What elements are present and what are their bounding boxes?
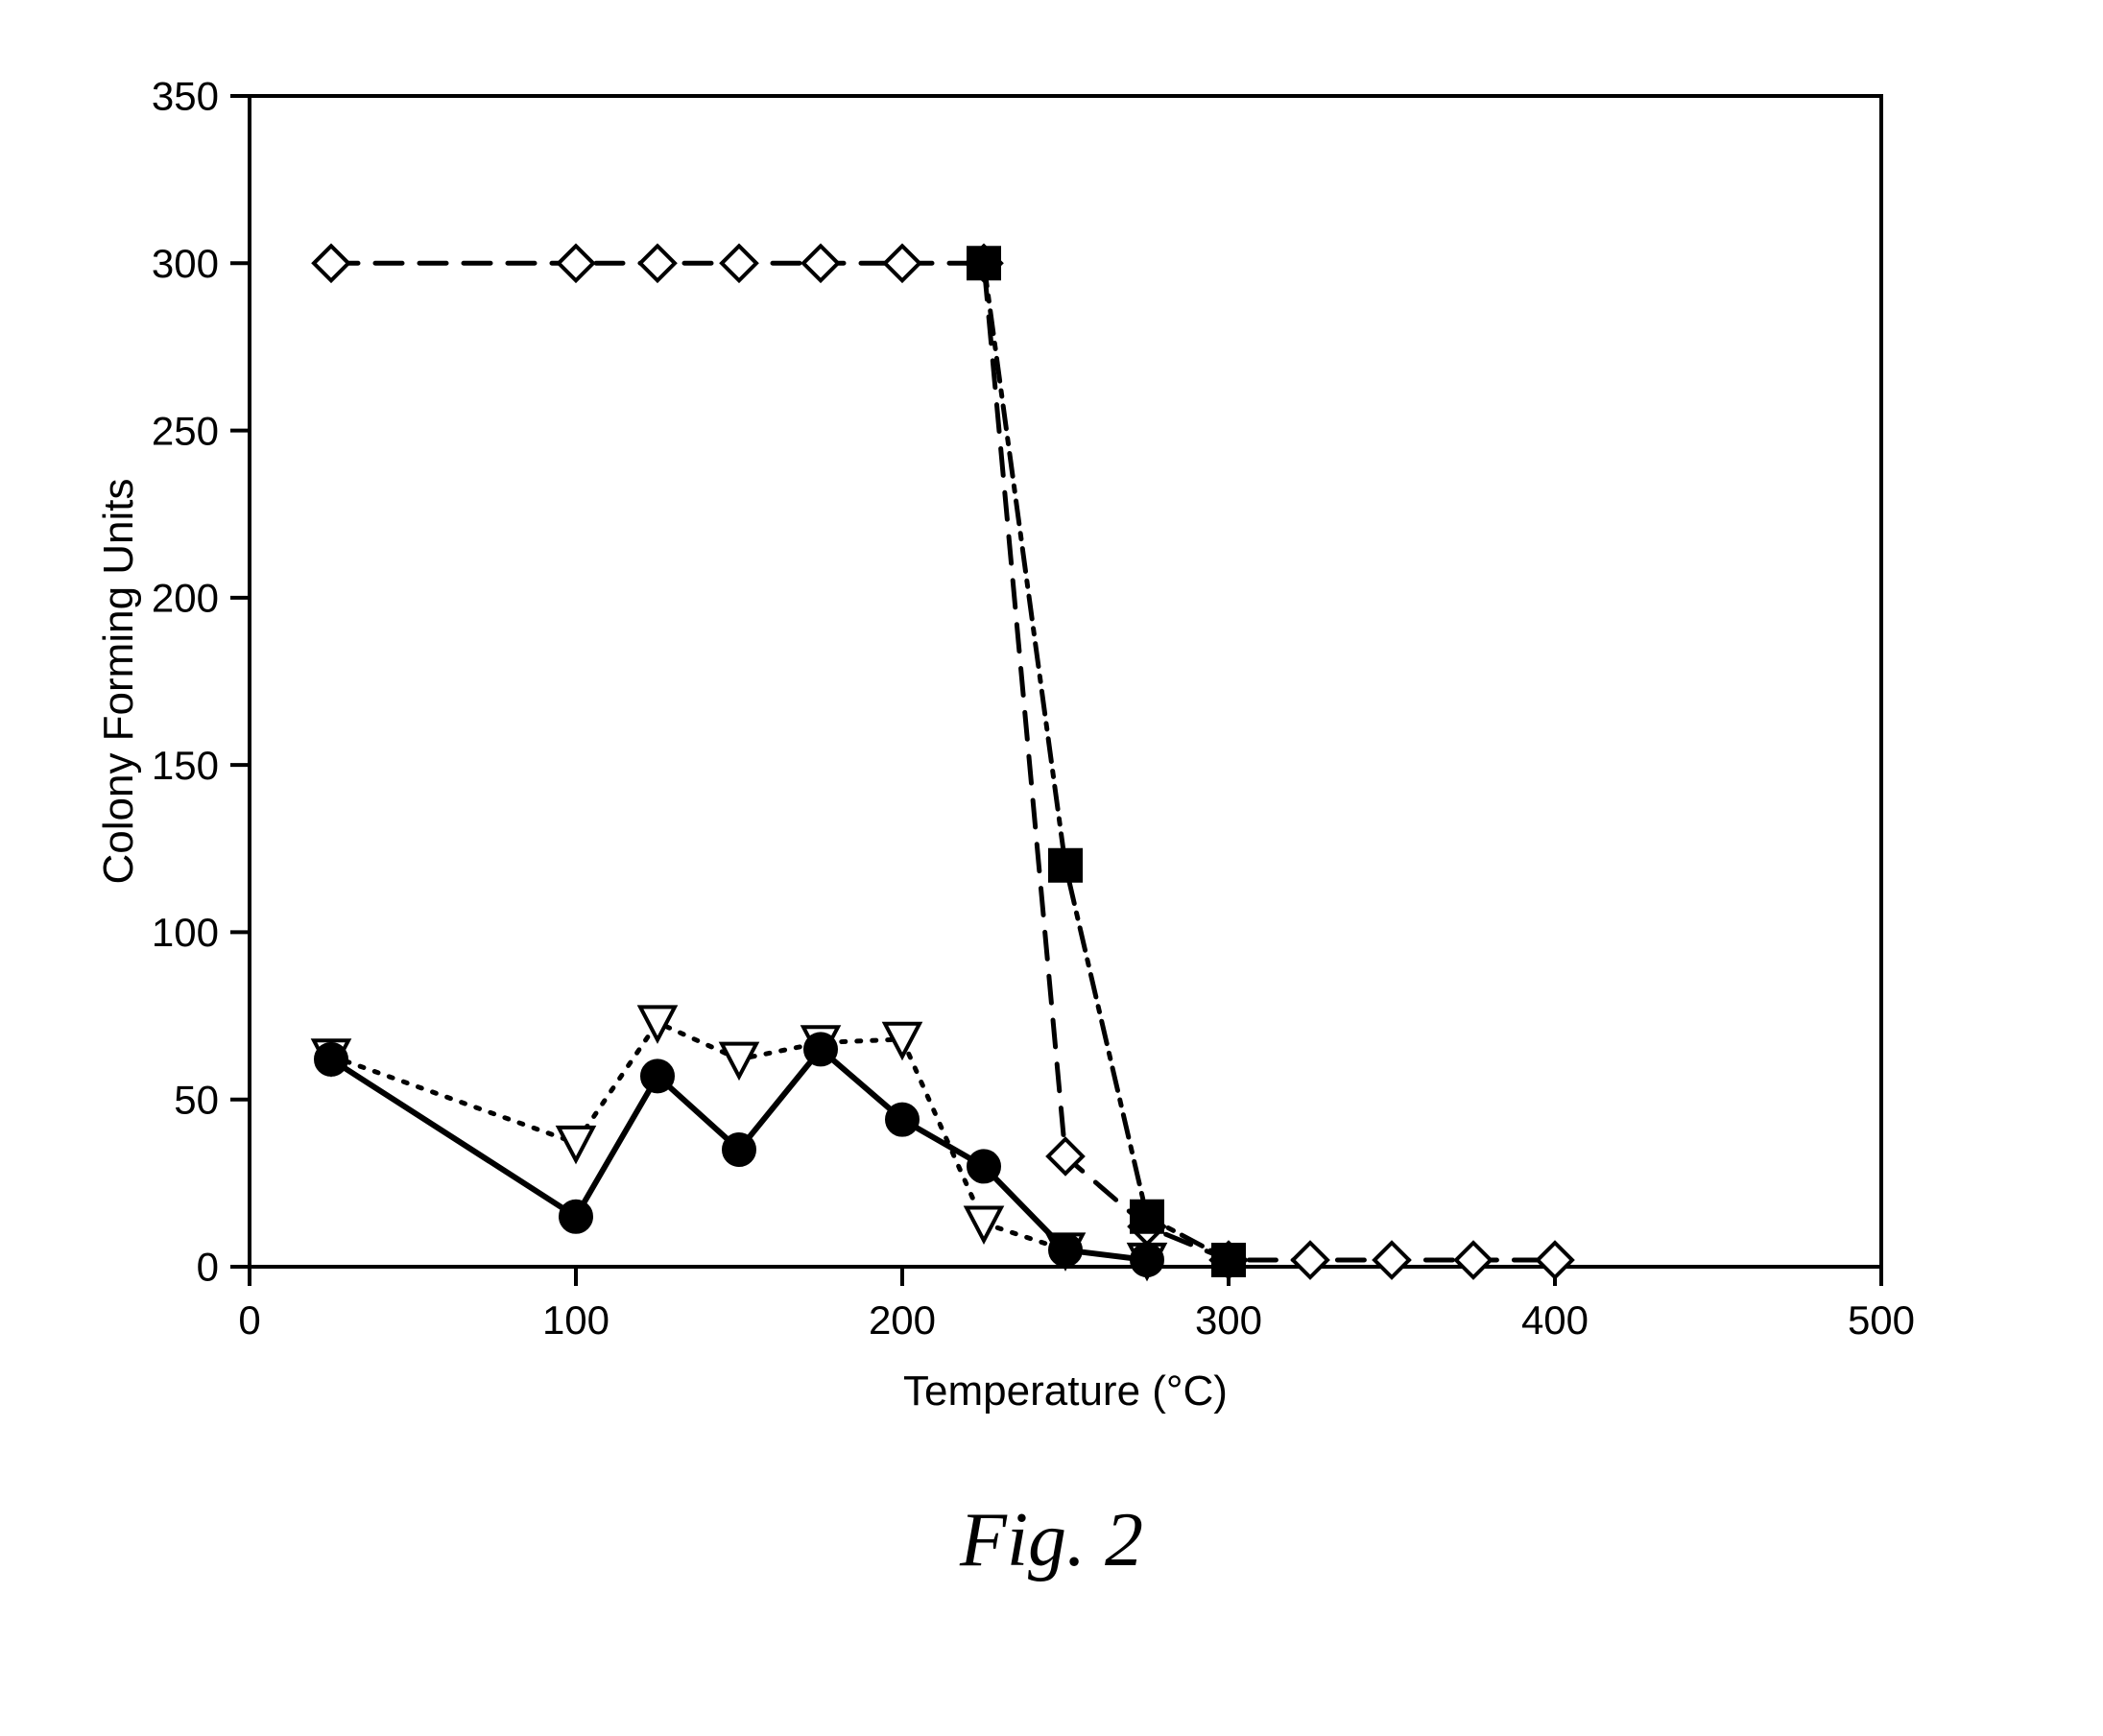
x-tick-label: 200 [869,1297,936,1343]
y-tick-label: 250 [152,408,219,453]
x-tick-label: 400 [1521,1297,1589,1343]
figure-caption: Fig. 2 [0,1497,2103,1584]
marker [1050,850,1081,881]
marker [1213,1245,1244,1275]
marker [968,1151,999,1181]
chart: 0 100 200 300 400 500 Temperature (°C) 0 50 100 15… [0,0,2103,1736]
x-tick-label: 500 [1848,1297,1915,1343]
y-tick-label: 150 [152,743,219,788]
y-axis-label: Colony Forming Units [95,478,142,884]
y-tick-label: 350 [152,74,219,119]
x-tick-label: 100 [542,1297,609,1343]
marker [724,1134,754,1165]
marker [642,1060,673,1091]
marker [968,248,999,278]
y-tick-label: 200 [152,576,219,621]
marker [1050,1235,1081,1266]
marker [887,1105,918,1135]
marker [805,1034,836,1064]
x-tick-label: 300 [1195,1297,1262,1343]
y-tick-label: 0 [197,1245,219,1290]
y-tick-label: 100 [152,910,219,955]
marker [1132,1201,1162,1232]
marker [1132,1245,1162,1275]
y-tick-label: 50 [174,1077,219,1122]
marker [316,1044,347,1075]
x-tick-label: 0 [238,1297,260,1343]
marker [561,1201,591,1232]
plot-area [250,96,1881,1267]
x-axis-label: Temperature (°C) [903,1367,1228,1415]
y-tick-label: 300 [152,241,219,286]
